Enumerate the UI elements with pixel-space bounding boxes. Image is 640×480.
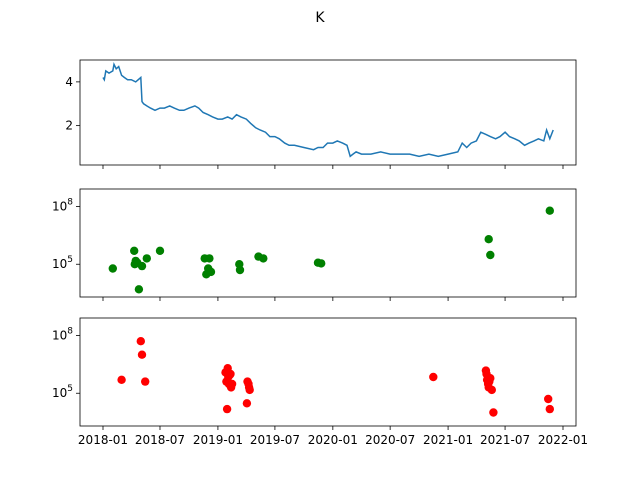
scatter-point — [155, 246, 165, 255]
y-tick-exponent: 8 — [67, 197, 73, 207]
scatter-point — [117, 375, 126, 384]
red-scatter-frame — [79, 317, 577, 427]
y-tick-label: 105 — [52, 384, 73, 400]
scatter-point — [226, 369, 235, 379]
scatter-point — [142, 254, 151, 263]
scatter-point — [317, 259, 326, 268]
panel-line-chart: 24 — [65, 59, 577, 169]
x-tick-label: 2019-07 — [250, 433, 300, 447]
scatter-point — [134, 285, 144, 294]
y-tick-base: 10 — [52, 328, 67, 342]
y-tick-exponent: 8 — [67, 326, 73, 336]
x-tick-label: 2022-01 — [538, 433, 588, 447]
y-tick-exponent: 5 — [67, 384, 73, 394]
y-tick-label: 4 — [65, 75, 73, 89]
scatter-point — [227, 379, 237, 389]
scatter-point — [259, 254, 268, 263]
y-tick-base: 10 — [52, 257, 67, 271]
x-tick-label: 2018-07 — [135, 433, 185, 447]
x-tick-label: 2019-01 — [193, 433, 243, 447]
x-tick-label: 2020-01 — [308, 433, 358, 447]
x-tick-label: 2018-01 — [78, 433, 128, 447]
scatter-point — [489, 408, 498, 417]
scatter-point — [484, 235, 493, 244]
scatter-point — [108, 264, 118, 273]
scatter-point — [242, 399, 252, 408]
y-tick-label: 108 — [52, 326, 73, 342]
y-tick-base: 10 — [52, 199, 67, 213]
figure-title: K — [315, 10, 325, 26]
scatter-point — [486, 250, 495, 260]
scatter-point — [245, 385, 254, 395]
series-line — [102, 62, 554, 158]
line-chart-frame — [79, 59, 577, 166]
scatter-point — [141, 377, 150, 386]
x-tick-label: 2020-07 — [365, 433, 415, 447]
scatter-point — [130, 246, 139, 255]
scatter-point — [235, 265, 245, 275]
scatter-point — [137, 350, 147, 359]
scatter-point — [222, 404, 232, 414]
scatter-point — [206, 267, 216, 277]
y-tick-label: 2 — [65, 119, 73, 133]
scatter-point — [137, 261, 147, 271]
scatter-point — [487, 385, 496, 395]
scatter-point — [544, 394, 553, 404]
scatter-point — [486, 374, 495, 383]
y-tick-exponent: 5 — [67, 255, 73, 265]
scatter-point — [545, 404, 554, 414]
green-scatter-frame — [79, 188, 577, 298]
y-tick-label: 108 — [52, 197, 73, 213]
scatter-point — [545, 206, 554, 215]
x-tick-label: 2021-07 — [480, 433, 530, 447]
scatter-point — [429, 372, 438, 382]
y-tick-base: 10 — [52, 386, 67, 400]
y-tick-label: 105 — [52, 255, 73, 271]
scatter-point — [136, 337, 145, 346]
scatter-point — [205, 254, 214, 263]
x-tick-label: 2021-01 — [423, 433, 473, 447]
